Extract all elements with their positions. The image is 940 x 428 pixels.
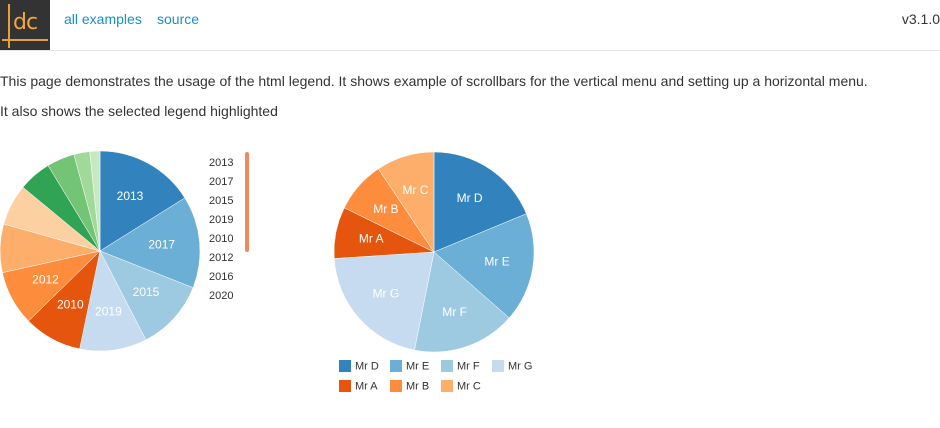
pie-chart-people: Mr D Mr E Mr F Mr G Mr A Mr B Mr C	[333, 151, 535, 353]
version-label: v3.1.0	[901, 11, 940, 27]
intro-paragraph-1: This page demonstrates the usage of the …	[0, 73, 868, 89]
legend-scrollbar-thumb[interactable]	[245, 152, 249, 252]
legend2-item-mr-a[interactable]: Mr A	[355, 380, 378, 392]
legend2-swatch-mr-f[interactable]	[441, 360, 453, 372]
nav-link-source[interactable]: source	[157, 11, 200, 27]
nav-link-all-examples[interactable]: all examples	[64, 11, 142, 27]
pie1-slice-extra-11[interactable]	[89, 150, 101, 252]
dc-logo[interactable]: dc	[0, 0, 50, 50]
pie2-slice-label-mr-e: Mr E	[484, 255, 509, 269]
legend2-item-mr-c[interactable]: Mr C	[457, 380, 481, 392]
legend1-item-2017[interactable]: 2017	[209, 176, 233, 188]
legend1-item-2016[interactable]: 2016	[209, 271, 233, 283]
pie2-slice-mr-g[interactable]	[333, 251, 435, 351]
pie2-slice-mr-e[interactable]	[433, 213, 535, 319]
legend1-item-2020[interactable]: 2020	[209, 290, 233, 302]
legend2-item-mr-e[interactable]: Mr E	[406, 360, 429, 372]
pie1-slice-label-2017: 2017	[148, 237, 175, 251]
pie1-slice-2013[interactable]	[99, 150, 186, 252]
pie2-slice-mr-f[interactable]	[414, 251, 510, 353]
legend2-swatch-mr-e[interactable]	[390, 360, 402, 372]
legend1-item-2015[interactable]: 2015	[209, 195, 233, 207]
legend2-swatch-mr-b[interactable]	[390, 380, 402, 392]
pie2-slice-mr-c[interactable]	[378, 151, 435, 253]
pie1-slice-label-2012: 2012	[32, 273, 59, 287]
legend2-item-mr-f[interactable]: Mr F	[457, 360, 480, 372]
legend1-item-2019[interactable]: 2019	[209, 214, 233, 226]
pie2-slice-label-mr-c: Mr C	[402, 183, 428, 197]
pie2-slice-label-mr-f: Mr F	[442, 305, 467, 319]
pie2-slice-label-mr-d: Mr D	[457, 191, 483, 205]
pie2-slice-label-mr-a: Mr A	[359, 232, 384, 246]
pie1-slice-label-2019: 2019	[95, 305, 122, 319]
vertical-legend-years: 2013 2017 2015 2019 2010 2012 2016 2020	[209, 157, 233, 302]
legend1-item-2013[interactable]: 2013	[209, 157, 233, 169]
pie1-slice-2015[interactable]	[99, 250, 194, 341]
horizontal-legend-people: Mr D Mr E Mr F Mr G Mr A Mr B Mr C	[339, 360, 532, 392]
top-bar: dc all examples source v3.1.0	[0, 0, 940, 51]
logo-horizontal-bar	[2, 39, 48, 41]
legend2-swatch-mr-a[interactable]	[339, 380, 351, 392]
pie1-slice-label-2013: 2013	[117, 189, 144, 203]
legend2-swatch-mr-d[interactable]	[339, 360, 351, 372]
pie1-slice-label-2015: 2015	[133, 285, 160, 299]
legend2-item-mr-d[interactable]: Mr D	[355, 360, 379, 372]
pie1-slice-2019[interactable]	[79, 250, 147, 352]
pie2-slice-label-mr-g: Mr G	[373, 286, 400, 300]
pie1-slice-label-2010: 2010	[57, 298, 84, 312]
legend2-swatch-mr-c[interactable]	[441, 380, 453, 392]
legend1-item-2012[interactable]: 2012	[209, 252, 233, 264]
logo-text: dc	[13, 10, 38, 35]
legend1-item-2010[interactable]: 2010	[209, 233, 233, 245]
logo-vertical-bar	[8, 4, 10, 48]
pie2-slice-mr-d[interactable]	[433, 151, 527, 253]
legend2-swatch-mr-g[interactable]	[492, 360, 504, 372]
legend2-item-mr-g[interactable]: Mr G	[508, 360, 532, 372]
legend2-item-mr-b[interactable]: Mr B	[406, 380, 429, 392]
pie2-slice-label-mr-b: Mr B	[373, 202, 398, 216]
intro-paragraph-2: It also shows the selected legend highli…	[0, 103, 278, 119]
pie-chart-years: 2013 2017 2015 2019 2010 2012	[0, 150, 201, 352]
pie1-slice-2017[interactable]	[99, 197, 201, 289]
